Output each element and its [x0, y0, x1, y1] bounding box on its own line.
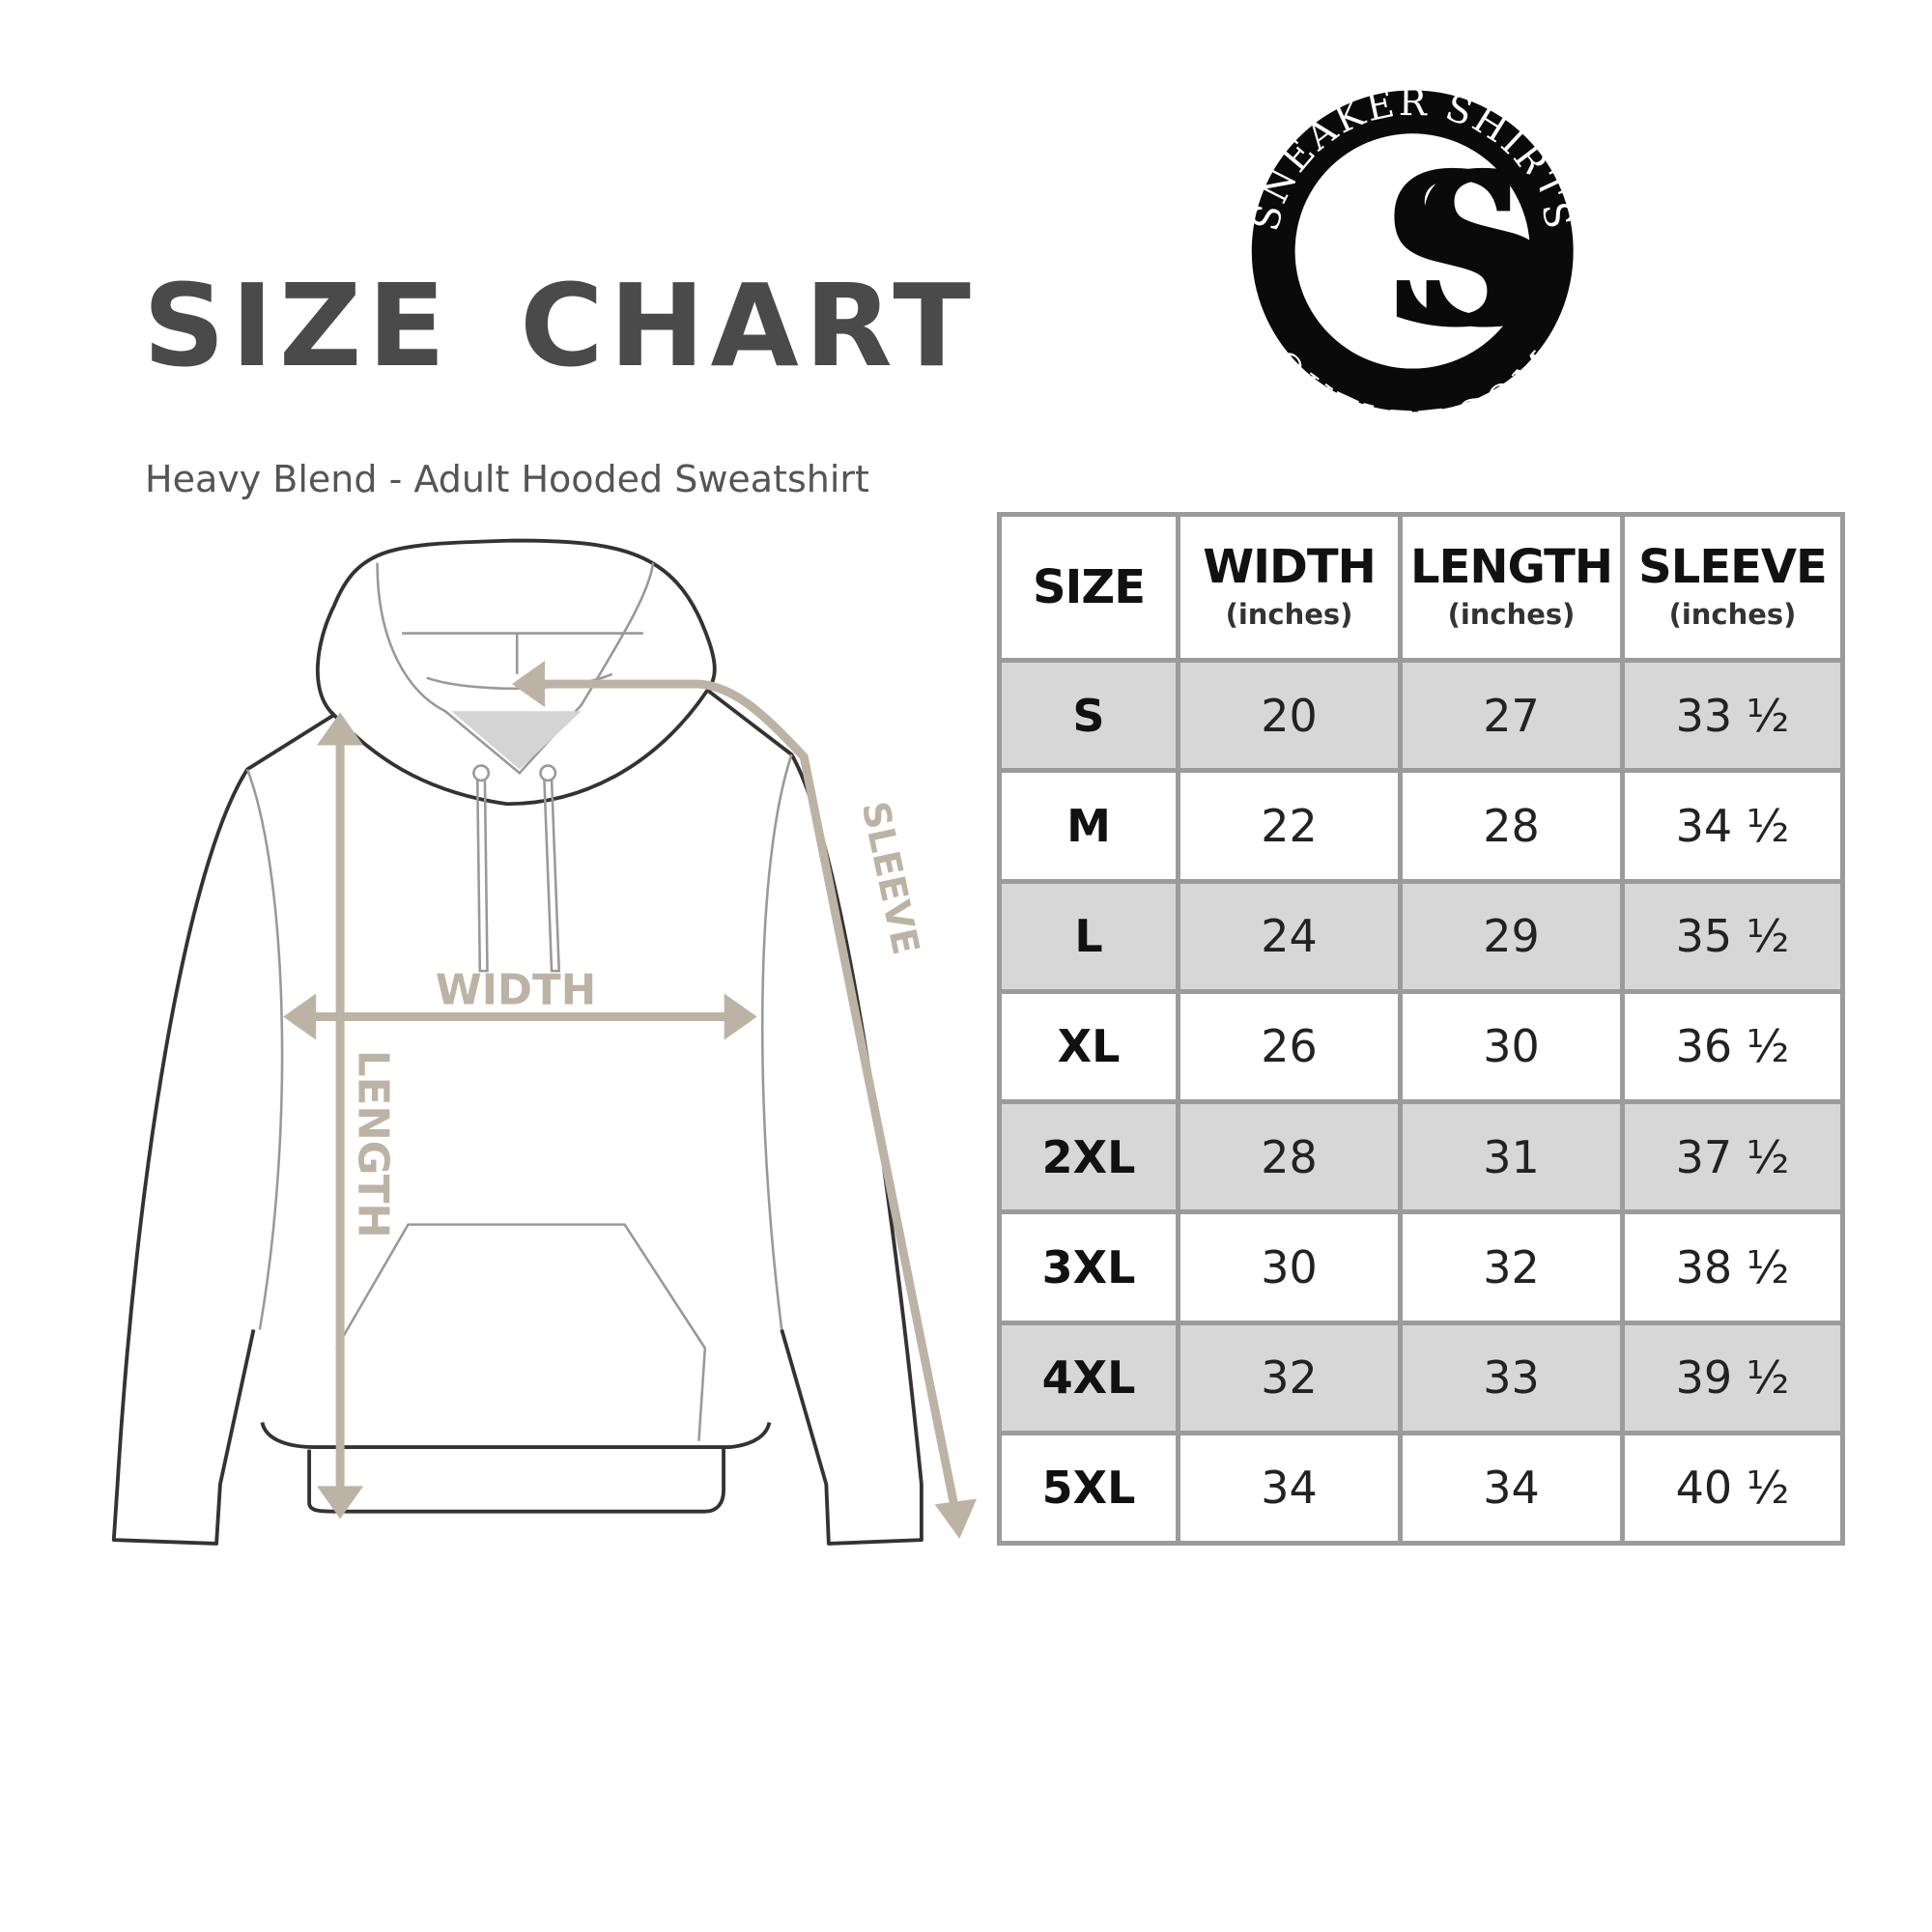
length-cell: 31 — [1403, 1104, 1620, 1210]
size-cell: 4XL — [1002, 1324, 1176, 1431]
cell-value: 34 — [1483, 1462, 1540, 1515]
sleeve-cell: 34 ½ — [1625, 773, 1840, 879]
cell-value: 20 — [1261, 689, 1318, 742]
cell-value: 26 — [1261, 1020, 1318, 1073]
cell-value: 32 — [1483, 1240, 1540, 1293]
cell-value: 3XL — [1041, 1240, 1136, 1293]
cell-value: 29 — [1483, 910, 1540, 963]
cell-value: L — [1074, 910, 1103, 963]
sleeve-cell: 33 ½ — [1625, 663, 1840, 769]
header-label: SIZE — [1032, 560, 1146, 614]
cell-value: 37 ½ — [1675, 1130, 1790, 1183]
size-cell: M — [1002, 773, 1176, 879]
header-label: SLEEVE — [1638, 540, 1828, 594]
cell-value: 34 ½ — [1675, 799, 1790, 852]
cell-value: 30 — [1261, 1240, 1318, 1293]
width-cell: 20 — [1180, 663, 1398, 769]
width-cell: 34 — [1180, 1435, 1398, 1541]
sleeve-cell: 40 ½ — [1625, 1435, 1840, 1541]
cell-value: 4XL — [1041, 1351, 1136, 1405]
header-unit: (inches) — [1668, 598, 1797, 631]
cell-value: 30 — [1483, 1020, 1540, 1073]
cell-value: M — [1066, 799, 1111, 852]
cell-value: 39 ½ — [1675, 1351, 1790, 1405]
cell-value: 40 ½ — [1675, 1462, 1790, 1515]
sleeve-arrow — [512, 661, 978, 1539]
cell-value: 2XL — [1041, 1130, 1136, 1183]
cell-value: XL — [1057, 1020, 1121, 1073]
cell-value: 31 — [1483, 1130, 1540, 1183]
sleeve-cell: 39 ½ — [1625, 1324, 1840, 1431]
cell-value: 27 — [1483, 689, 1540, 742]
length-cell: 30 — [1403, 993, 1620, 1099]
size-table: SIZE WIDTH (inches) LENGTH (inches) SLEEVE… — [997, 512, 1845, 1546]
width-label: WIDTH — [436, 967, 596, 1015]
width-cell: 22 — [1180, 773, 1398, 879]
width-cell: 30 — [1180, 1214, 1398, 1321]
header-size: SIZE — [1002, 517, 1176, 658]
cell-value: 32 — [1261, 1351, 1318, 1405]
brand-logo: SNEAKER SHIRTS OUTLET.COM SS — [1244, 81, 1668, 448]
sleeve-cell: 38 ½ — [1625, 1214, 1840, 1321]
cell-value: 33 ½ — [1675, 689, 1790, 742]
length-cell: 27 — [1403, 663, 1620, 769]
length-cell: 34 — [1403, 1435, 1620, 1541]
sleeve-cell: 37 ½ — [1625, 1104, 1840, 1210]
length-cell: 29 — [1403, 883, 1620, 989]
length-cell: 33 — [1403, 1324, 1620, 1431]
size-cell: XL — [1002, 993, 1176, 1099]
hood-lining — [451, 711, 582, 770]
product-subtitle: Heavy Blend - Adult Hooded Sweatshirt — [145, 458, 869, 500]
length-label: LENGTH — [348, 1050, 396, 1238]
cell-value: 36 ½ — [1675, 1020, 1790, 1073]
cell-value: 33 — [1483, 1351, 1540, 1405]
cell-value: 24 — [1261, 910, 1318, 963]
cell-value: S — [1072, 689, 1105, 742]
cell-value: 28 — [1261, 1130, 1318, 1183]
cell-value: 38 ½ — [1675, 1240, 1790, 1293]
size-cell: 3XL — [1002, 1214, 1176, 1321]
width-cell: 32 — [1180, 1324, 1398, 1431]
header-unit: (inches) — [1447, 598, 1576, 631]
header-sleeve: SLEEVE (inches) — [1625, 517, 1840, 658]
size-cell: S — [1002, 663, 1176, 769]
width-cell: 28 — [1180, 1104, 1398, 1210]
length-cell: 28 — [1403, 773, 1620, 879]
header-length: LENGTH (inches) — [1403, 517, 1620, 658]
header-unit: (inches) — [1225, 598, 1353, 631]
width-cell: 24 — [1180, 883, 1398, 989]
cell-value: 22 — [1261, 799, 1318, 852]
hoodie-details — [245, 562, 793, 1441]
cell-value: 5XL — [1041, 1462, 1136, 1515]
header-label: WIDTH — [1203, 540, 1377, 594]
width-arrow — [283, 993, 757, 1040]
header-label: LENGTH — [1409, 540, 1613, 594]
cell-value: 34 — [1261, 1462, 1318, 1515]
size-cell: L — [1002, 883, 1176, 989]
size-cell: 5XL — [1002, 1435, 1176, 1541]
sleeve-cell: 35 ½ — [1625, 883, 1840, 989]
length-arrow — [317, 712, 364, 1520]
sleeve-label: SLEEVE — [853, 798, 927, 958]
page-title: SIZE CHART — [143, 259, 977, 392]
header-width: WIDTH (inches) — [1180, 517, 1398, 658]
sleeve-cell: 36 ½ — [1625, 993, 1840, 1099]
hoodie-outline — [111, 538, 923, 1546]
size-cell: 2XL — [1002, 1104, 1176, 1210]
cell-value: 28 — [1483, 799, 1540, 852]
width-cell: 26 — [1180, 993, 1398, 1099]
cell-value: 35 ½ — [1675, 910, 1790, 963]
length-cell: 32 — [1403, 1214, 1620, 1321]
